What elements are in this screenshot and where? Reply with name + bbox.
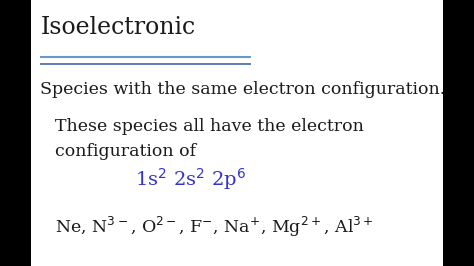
Text: Ne, N$^{3-}$, O$^{2-}$, F$^{-}$, Na$^{+}$, Mg$^{2+}$, Al$^{3+}$: Ne, N$^{3-}$, O$^{2-}$, F$^{-}$, Na$^{+}… [55,215,373,239]
Bar [443,0,474,266]
Text: These species all have the electron: These species all have the electron [55,118,364,135]
Text: Species with the same electron configuration.: Species with the same electron configura… [40,81,446,98]
Text: Isoelectronic: Isoelectronic [40,16,195,39]
Bar [0,0,31,266]
Text: configuration of: configuration of [55,143,196,160]
Text: $\mathdefault{1s}^2\ \mathdefault{2s}^2\ \mathdefault{2p}^6$: $\mathdefault{1s}^2\ \mathdefault{2s}^2\… [135,167,246,193]
